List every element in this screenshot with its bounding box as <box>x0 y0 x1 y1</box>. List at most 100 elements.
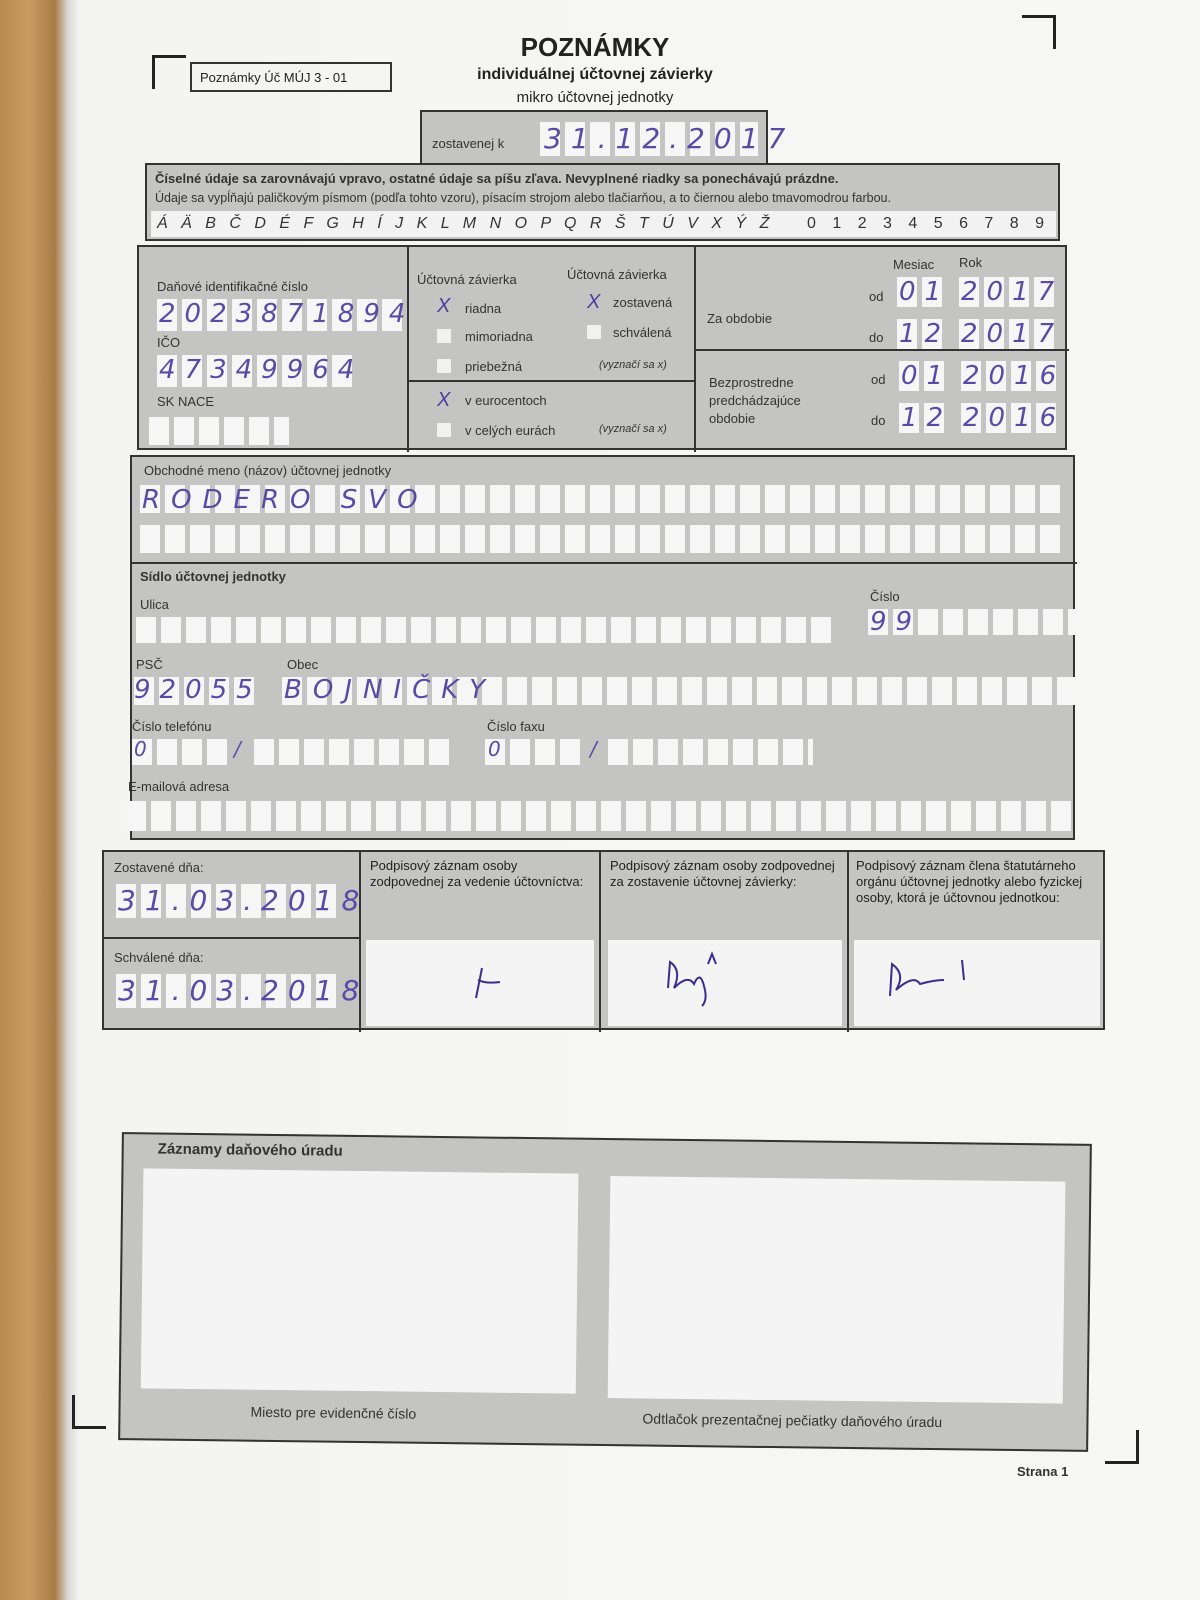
approved-label: Schválené dňa: <box>114 950 204 965</box>
sk-nace-label: SK NACE <box>157 394 215 409</box>
signature-3 <box>889 959 965 997</box>
tax-office-title: Záznamy daňového úradu <box>157 1140 343 1160</box>
priebezna-label: priebežná <box>465 359 523 374</box>
cur-to-month[interactable]: 12 <box>899 319 951 349</box>
page-title: POZNÁMKY <box>520 32 670 62</box>
date-cells <box>540 122 758 156</box>
instructions-line-1: Číselné údaje sa zarovnávajú vpravo, ost… <box>155 171 839 186</box>
signature-section: Zostavené dňa: 31.03.2018 Schválené dňa:… <box>102 850 1105 1032</box>
schvalena-label: schválená <box>613 325 672 340</box>
name-label: Obchodné meno (názov) účtovnej jednotky <box>144 463 392 478</box>
sk-nace-field[interactable] <box>149 417 289 445</box>
cur-from-month[interactable]: 01 <box>899 277 951 307</box>
registration-mark <box>1022 15 1056 49</box>
number-label: Číslo <box>870 589 900 604</box>
checkbox-eurocent[interactable]: X <box>437 389 451 411</box>
signature-box-3[interactable] <box>854 940 1100 1026</box>
checkbox-zostavena[interactable]: X <box>587 291 601 313</box>
eur-label: v celých eurách <box>465 423 556 438</box>
od-label: od <box>869 289 884 304</box>
year-label: Rok <box>959 255 983 270</box>
digit-sample: 0 1 2 3 4 5 6 7 8 9 <box>807 215 1050 232</box>
cur-from-year[interactable]: 2017 <box>961 277 1064 307</box>
checkbox-eur[interactable] <box>437 423 451 437</box>
mimoriadna-label: mimoriadna <box>465 329 533 344</box>
phone-label: Číslo telefónu <box>132 719 212 734</box>
street-label: Ulica <box>140 597 169 612</box>
signature-2 <box>667 951 717 1007</box>
month-label: Mesiac <box>893 257 935 272</box>
name-value[interactable]: RODERO SVO <box>142 485 429 515</box>
name-field-row-1[interactable] <box>140 485 1065 513</box>
number-value[interactable]: 99 <box>870 607 922 637</box>
approved-value[interactable]: 31.03.2018 <box>118 974 369 1007</box>
signature-1 <box>475 967 501 999</box>
seat-label: Sídlo účtovnej jednotky <box>140 569 286 584</box>
prev-period-label-1: Bezprostredne <box>709 375 794 390</box>
prev-from-month[interactable]: 01 <box>901 361 953 391</box>
tax-office-section: Záznamy daňového úradu Miesto pre eviden… <box>118 1132 1092 1452</box>
form-code: Poznámky Úč MÚJ 3 - 01 <box>190 62 392 92</box>
state-col-label: Účtovná závierka <box>567 267 667 282</box>
fax-label: Číslo faxu <box>487 719 545 734</box>
sig1-label: Podpisový záznam osoby zodpovednej za ve… <box>370 858 584 889</box>
phone-field[interactable] <box>254 739 449 765</box>
email-label: E-mailová adresa <box>128 779 230 794</box>
checkbox-priebezna[interactable] <box>437 359 451 373</box>
cur-to-year[interactable]: 2017 <box>961 319 1064 349</box>
signature-box-1[interactable] <box>366 940 594 1026</box>
prepared-date-box: zostavenej k 31.12.2017 <box>420 110 785 165</box>
checkbox-riadna[interactable]: X <box>437 295 451 317</box>
prepared-label: Zostavené dňa: <box>114 860 204 875</box>
psc-label: PSČ <box>136 657 163 672</box>
registration-number-caption: Miesto pre evidenčné číslo <box>250 1403 417 1422</box>
od-label: od <box>871 372 886 387</box>
prev-period-label-2: predchádzajúce <box>709 393 801 408</box>
prev-period-label-3: obdobie <box>709 411 756 426</box>
page-number: Strana 1 <box>1017 1464 1069 1479</box>
prev-from-year[interactable]: 2016 <box>963 361 1066 391</box>
zostavena-label: zostavená <box>613 295 673 310</box>
prepared-value[interactable]: 31.03.2018 <box>118 884 369 917</box>
phone-prefix[interactable]: 0 <box>134 737 156 761</box>
fax-prefix[interactable]: 0 <box>488 737 510 761</box>
do-label: do <box>871 413 886 428</box>
stamp-box[interactable] <box>607 1176 1066 1404</box>
registration-mark <box>1105 1430 1139 1464</box>
sig2-label: Podpisový záznam osoby zodpovednej za zo… <box>610 858 835 889</box>
name-field-row-2[interactable] <box>140 525 1065 553</box>
sig3-label: Podpisový záznam člena štatutárneho orgá… <box>856 858 1083 905</box>
mark-note: (vyznačí sa x) <box>599 359 667 371</box>
entity-section: Obchodné meno (názov) účtovnej jednotky … <box>126 455 1078 840</box>
prev-to-month[interactable]: 12 <box>901 403 953 433</box>
dic-label: Daňové identifikačné číslo <box>157 279 309 294</box>
prepared-date-label: zostavenej k <box>432 136 505 151</box>
ico-value[interactable]: 47349964 <box>159 355 364 385</box>
riadna-label: riadna <box>465 301 502 316</box>
instructions-box: Číselné údaje sa zarovnávajú vpravo, ost… <box>145 163 1060 241</box>
city-value[interactable]: BOJNIČKY <box>284 675 497 705</box>
city-label: Obec <box>287 657 319 672</box>
fax-slash: / <box>590 737 606 761</box>
dic-value[interactable]: 2023871894 <box>159 299 415 329</box>
psc-value[interactable]: 92055 <box>134 675 262 705</box>
prepared-date-value[interactable]: 31.12.2017 <box>544 122 795 155</box>
checkbox-mimoriadna[interactable] <box>437 329 451 343</box>
prev-to-year[interactable]: 2016 <box>963 403 1066 433</box>
city-field[interactable] <box>282 677 1077 705</box>
identification-section: Daňové identifikačné číslo 2023871894 IČ… <box>137 245 1069 452</box>
do-label: do <box>869 330 884 345</box>
signature-box-2[interactable] <box>608 940 842 1026</box>
ico-label: IČO <box>157 335 181 350</box>
registration-mark <box>152 55 186 89</box>
checkbox-schvalena[interactable] <box>587 325 601 339</box>
email-field[interactable] <box>126 801 1071 831</box>
phone-slash: / <box>234 737 250 761</box>
type-col-label: Účtovná závierka <box>417 272 517 287</box>
street-field[interactable] <box>136 617 836 643</box>
eurocent-label: v eurocentoch <box>465 393 547 408</box>
registration-number-box[interactable] <box>140 1168 579 1394</box>
registration-mark <box>72 1395 106 1429</box>
fax-field[interactable] <box>608 739 813 765</box>
alphabet-sample: Á Ä B Č D É F G H Í J K L M N O P Q R Š … <box>157 215 774 232</box>
